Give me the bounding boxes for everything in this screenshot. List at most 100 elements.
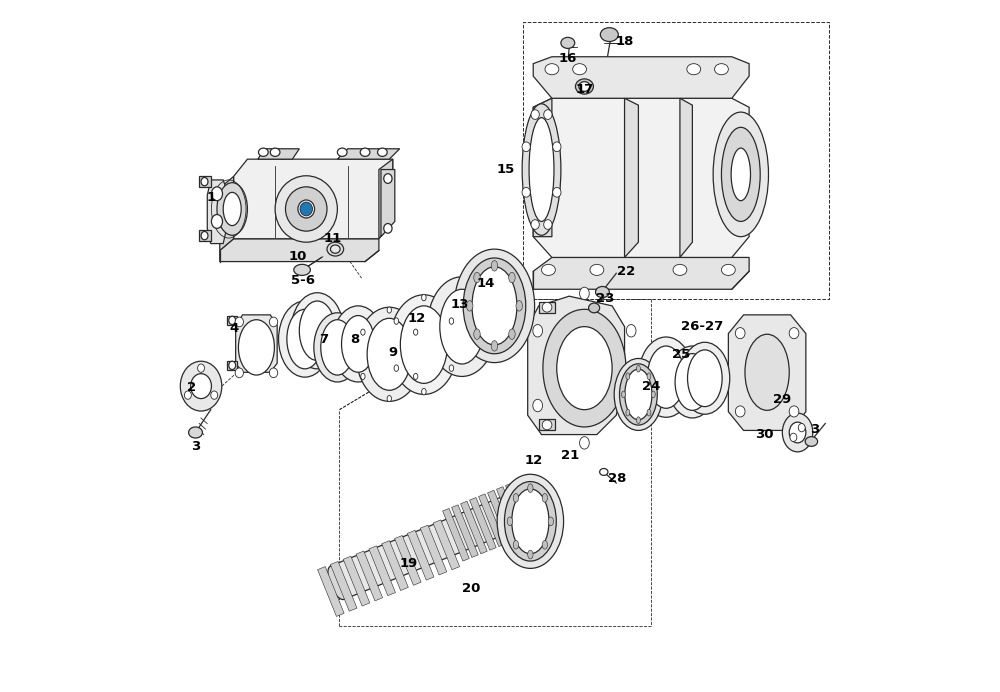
Ellipse shape	[626, 325, 636, 337]
Ellipse shape	[258, 148, 268, 156]
Text: 19: 19	[400, 558, 418, 570]
Ellipse shape	[713, 112, 768, 237]
Ellipse shape	[553, 142, 561, 152]
Polygon shape	[207, 180, 227, 244]
Ellipse shape	[356, 307, 422, 401]
Ellipse shape	[330, 245, 340, 253]
Ellipse shape	[745, 334, 789, 410]
Text: 7: 7	[319, 333, 328, 345]
Ellipse shape	[573, 64, 586, 75]
Ellipse shape	[201, 232, 208, 240]
Ellipse shape	[789, 327, 799, 338]
Ellipse shape	[189, 427, 202, 438]
Ellipse shape	[513, 540, 519, 549]
Ellipse shape	[507, 517, 513, 526]
Ellipse shape	[367, 318, 411, 390]
Ellipse shape	[269, 317, 278, 327]
Polygon shape	[514, 480, 541, 532]
Ellipse shape	[590, 264, 604, 275]
Ellipse shape	[647, 373, 651, 380]
Ellipse shape	[472, 267, 517, 345]
Polygon shape	[258, 149, 299, 159]
Ellipse shape	[636, 417, 640, 424]
Text: 29: 29	[773, 394, 791, 406]
Polygon shape	[379, 159, 393, 239]
Polygon shape	[539, 302, 555, 313]
Polygon shape	[528, 296, 625, 435]
Ellipse shape	[544, 219, 552, 229]
Text: 1: 1	[206, 191, 215, 203]
Ellipse shape	[688, 350, 722, 407]
Ellipse shape	[575, 79, 593, 94]
Text: 24: 24	[642, 380, 660, 392]
Text: 21: 21	[561, 449, 580, 462]
Ellipse shape	[180, 361, 222, 411]
Ellipse shape	[544, 110, 552, 120]
Ellipse shape	[790, 433, 797, 441]
Ellipse shape	[217, 183, 247, 235]
Ellipse shape	[422, 388, 426, 395]
Ellipse shape	[580, 287, 589, 300]
Ellipse shape	[721, 264, 735, 275]
Text: 18: 18	[615, 35, 634, 48]
Ellipse shape	[466, 300, 473, 311]
Ellipse shape	[529, 118, 554, 221]
Ellipse shape	[394, 318, 399, 325]
Ellipse shape	[463, 258, 526, 354]
Text: 5-6: 5-6	[291, 274, 315, 286]
Ellipse shape	[626, 399, 636, 412]
Ellipse shape	[400, 306, 447, 383]
Ellipse shape	[337, 148, 347, 156]
Text: 4: 4	[229, 322, 238, 335]
Polygon shape	[381, 170, 395, 237]
Ellipse shape	[553, 188, 561, 197]
Text: 30: 30	[755, 428, 774, 441]
Text: 12: 12	[524, 454, 542, 466]
Text: 2: 2	[187, 381, 197, 394]
Ellipse shape	[595, 286, 609, 298]
Polygon shape	[337, 149, 400, 159]
Ellipse shape	[522, 188, 530, 197]
Ellipse shape	[422, 294, 426, 301]
Text: 9: 9	[388, 347, 397, 359]
Ellipse shape	[342, 316, 375, 372]
Ellipse shape	[449, 318, 454, 325]
Ellipse shape	[789, 422, 806, 443]
Ellipse shape	[509, 273, 515, 283]
Polygon shape	[461, 501, 487, 554]
Ellipse shape	[798, 424, 805, 432]
Ellipse shape	[384, 224, 392, 233]
Ellipse shape	[497, 474, 564, 568]
Polygon shape	[506, 483, 532, 536]
Ellipse shape	[279, 301, 331, 377]
Ellipse shape	[579, 82, 590, 91]
Ellipse shape	[675, 354, 710, 410]
Ellipse shape	[687, 64, 701, 75]
Ellipse shape	[522, 142, 530, 152]
Polygon shape	[479, 494, 505, 547]
Polygon shape	[199, 230, 211, 241]
Polygon shape	[625, 98, 638, 257]
Ellipse shape	[361, 329, 365, 335]
Ellipse shape	[600, 468, 608, 475]
Ellipse shape	[782, 413, 813, 452]
Ellipse shape	[522, 104, 561, 235]
Polygon shape	[199, 176, 211, 187]
Text: 16: 16	[559, 53, 577, 65]
Ellipse shape	[721, 127, 760, 221]
Polygon shape	[395, 536, 421, 585]
Ellipse shape	[504, 482, 556, 561]
Ellipse shape	[531, 110, 539, 120]
Polygon shape	[443, 509, 469, 561]
Ellipse shape	[321, 320, 354, 375]
Ellipse shape	[789, 406, 799, 417]
Ellipse shape	[542, 302, 552, 312]
Polygon shape	[539, 419, 555, 430]
Ellipse shape	[378, 148, 387, 156]
Ellipse shape	[491, 340, 498, 351]
Ellipse shape	[673, 264, 687, 275]
Polygon shape	[356, 551, 383, 601]
Ellipse shape	[394, 365, 399, 372]
Text: 28: 28	[608, 473, 627, 485]
Ellipse shape	[647, 346, 685, 408]
